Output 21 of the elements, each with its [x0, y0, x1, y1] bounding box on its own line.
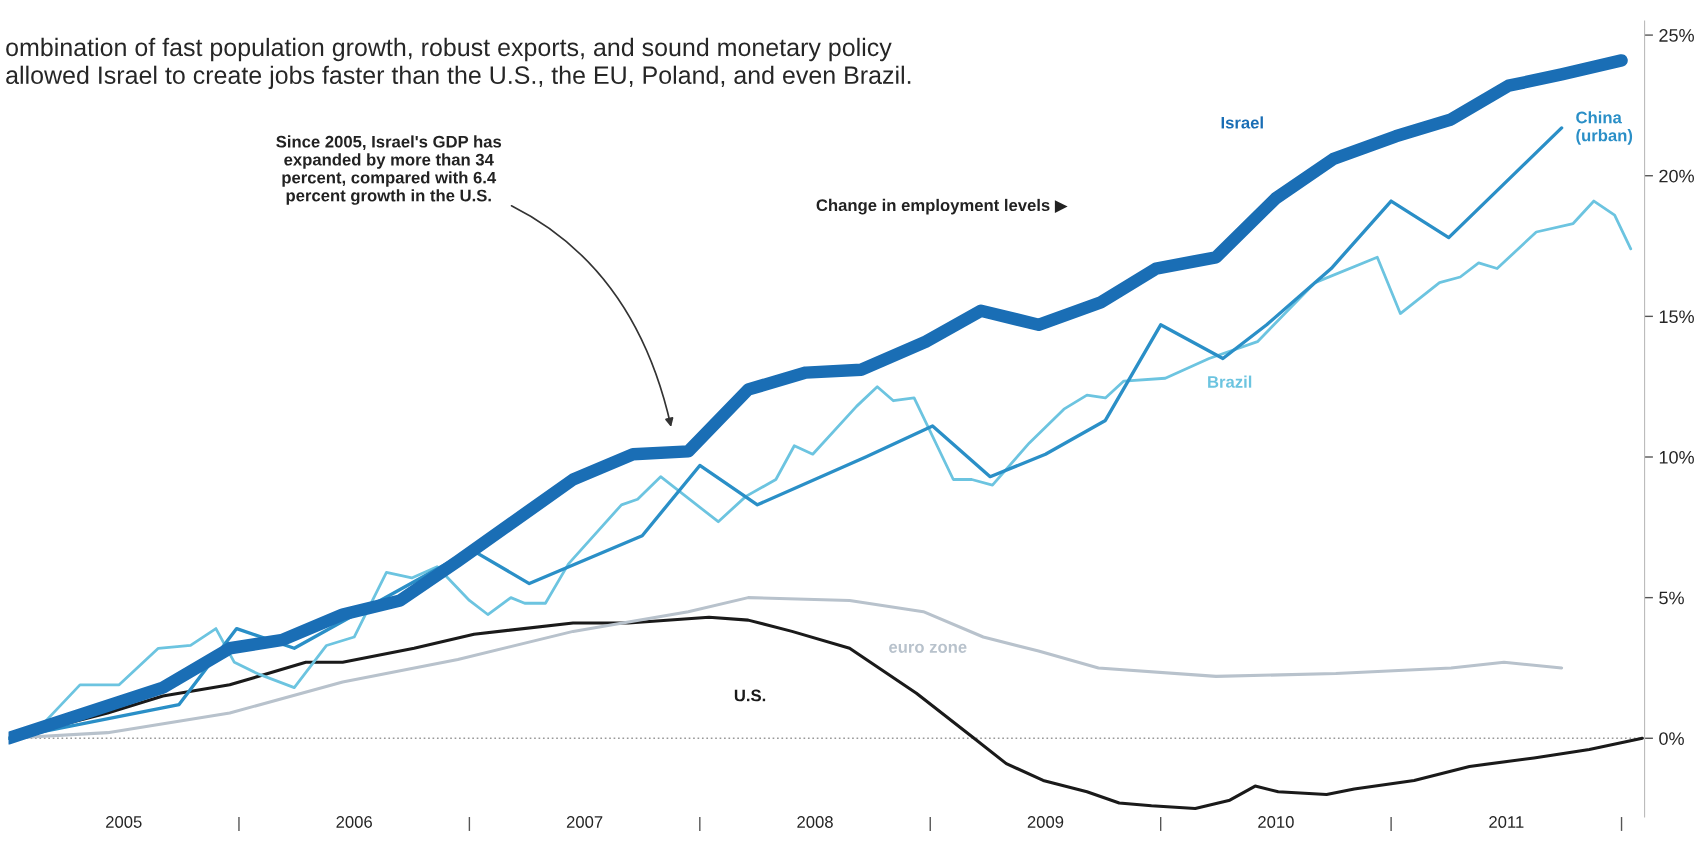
x-tick-label: 2009 — [1027, 816, 1064, 828]
series-label: China (urban) — [1576, 111, 1633, 145]
x-tick-label: 2011 — [1489, 816, 1524, 828]
y-tick-label: 10% — [1659, 450, 1694, 464]
series-label: Brazil — [1208, 375, 1252, 388]
x-tick-label: 2010 — [1258, 816, 1294, 828]
annotation: Since 2005, Israel's GDP has expanded by more than 34 percent, compared with 6.4 percent growth in the U.S. — [276, 135, 502, 205]
text: ombination of fast population growth, robust exports, and sound monetary policy allowed Israel to create jobs faster than the U.S., the EU, Poland, and even Brazil. — [6, 37, 911, 89]
text: Israel — [1221, 116, 1263, 129]
text: U.S. — [734, 689, 766, 702]
y-tick-label: 25% — [1659, 29, 1694, 42]
series-label: euro zone — [889, 643, 967, 653]
y-tick-label: 20% — [1659, 169, 1694, 183]
y-tick-label: 15% — [1659, 310, 1694, 324]
annotation: Change in employment levels ▶ — [816, 198, 1068, 215]
x-tick-label: 2008 — [797, 816, 833, 828]
x-tick-label: 2007 — [566, 816, 603, 828]
y-tick-label: 5% — [1659, 591, 1684, 605]
x-tick-label: 2005 — [106, 816, 142, 828]
y-tick-label: 0% — [1659, 732, 1684, 745]
x-tick-label: 2006 — [336, 816, 372, 828]
